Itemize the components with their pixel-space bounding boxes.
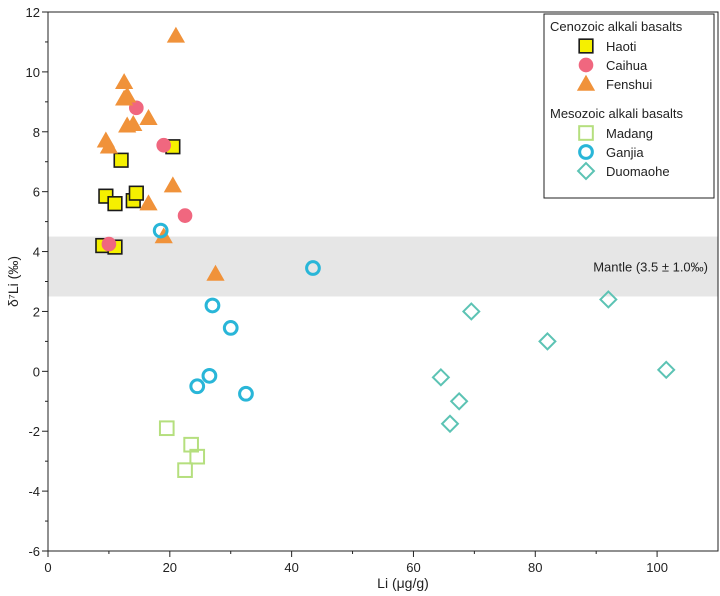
data-point-fenshui — [139, 194, 158, 211]
x-axis-label: Li (μg/g) — [377, 575, 429, 591]
legend-marker-madang — [578, 125, 594, 141]
x-tick-label: 20 — [163, 560, 177, 575]
legend-marker-haoti — [578, 38, 594, 54]
series-caihua — [101, 100, 193, 252]
legend-marker-duomaohe — [576, 161, 596, 181]
data-point-ganjia — [238, 385, 254, 402]
data-point-caihua — [177, 208, 193, 223]
data-point-ganjia — [201, 367, 218, 384]
y-axis-label: δ⁷Li (‰) — [5, 256, 21, 307]
mantle-band — [48, 236, 718, 297]
data-point-haoti — [107, 196, 123, 212]
x-tick-label: 0 — [44, 560, 51, 575]
legend-marker-fenshui — [576, 74, 596, 91]
legend-label-madang: Madang — [606, 126, 653, 141]
series-madang — [158, 420, 206, 478]
data-point-haoti — [113, 152, 129, 168]
legend-label-fenshui: Fenshui — [606, 77, 652, 92]
y-tick-label: -6 — [28, 544, 40, 559]
data-point-madang — [189, 448, 206, 465]
data-point-haoti — [128, 185, 144, 201]
data-point-fenshui — [166, 26, 186, 43]
x-tick-label: 60 — [406, 560, 420, 575]
x-tick-label: 40 — [284, 560, 298, 575]
y-tick-label: 0 — [33, 364, 40, 379]
y-tick-label: 6 — [33, 185, 40, 200]
data-point-ganjia — [222, 320, 239, 336]
y-tick-label: 2 — [33, 304, 40, 319]
data-point-madang — [177, 462, 193, 478]
y-tick-label: 8 — [33, 125, 40, 140]
legend-box — [543, 13, 715, 199]
data-point-fenshui — [118, 86, 137, 103]
data-points — [95, 26, 676, 478]
data-point-fenshui — [115, 73, 134, 90]
mantle-band-label: Mantle (3.5 ± 1.0‰) — [593, 260, 708, 275]
data-point-duomaohe — [440, 414, 460, 434]
data-point-fenshui — [99, 137, 119, 154]
data-point-fenshui — [139, 109, 158, 125]
y-tick-label: -2 — [28, 424, 40, 439]
y-tick-label: 10 — [26, 65, 40, 80]
data-point-ganjia — [305, 260, 321, 276]
series-duomaohe — [431, 290, 676, 434]
legend-marker-caihua — [578, 57, 594, 73]
data-point-duomaohe — [599, 290, 618, 309]
data-point-duomaohe — [431, 367, 451, 387]
series-ganjia — [152, 222, 321, 402]
data-point-caihua — [101, 236, 117, 252]
data-point-fenshui — [206, 264, 225, 281]
data-point-ganjia — [189, 378, 206, 395]
x-tick-label: 100 — [646, 560, 668, 575]
data-point-caihua — [128, 100, 144, 116]
legend: Cenozoic alkali basalts Haoti Caihua Fenshu… — [543, 13, 715, 199]
y-tick-label: 4 — [33, 245, 40, 260]
legend-group-title: Cenozoic alkali basalts — [550, 19, 683, 34]
data-point-fenshui — [163, 176, 182, 193]
data-point-duomaohe — [538, 332, 557, 351]
y-tick-label: 12 — [26, 5, 40, 20]
legend-group-title: Mesozoic alkali basalts — [550, 106, 683, 121]
x-axis: 0 20 40 60 80 100 — [44, 551, 668, 575]
data-point-ganjia — [152, 222, 169, 239]
legend-marker-ganjia — [578, 144, 594, 160]
legend-label-ganjia: Ganjia — [606, 145, 644, 160]
data-point-duomaohe — [656, 360, 676, 380]
legend-label-caihua: Caihua — [606, 58, 648, 73]
data-point-madang — [158, 420, 175, 437]
y-tick-label: -4 — [28, 484, 40, 499]
data-point-fenshui — [124, 115, 143, 131]
y-axis: -6 -4 -2 0 2 4 6 8 10 12 — [26, 5, 48, 559]
data-point-duomaohe — [449, 391, 469, 411]
data-point-ganjia — [204, 297, 221, 314]
data-point-caihua — [156, 137, 172, 153]
legend-label-haoti: Haoti — [606, 39, 636, 54]
x-tick-label: 80 — [528, 560, 542, 575]
data-point-duomaohe — [461, 302, 481, 321]
legend-label-duomaohe: Duomaohe — [606, 164, 670, 179]
